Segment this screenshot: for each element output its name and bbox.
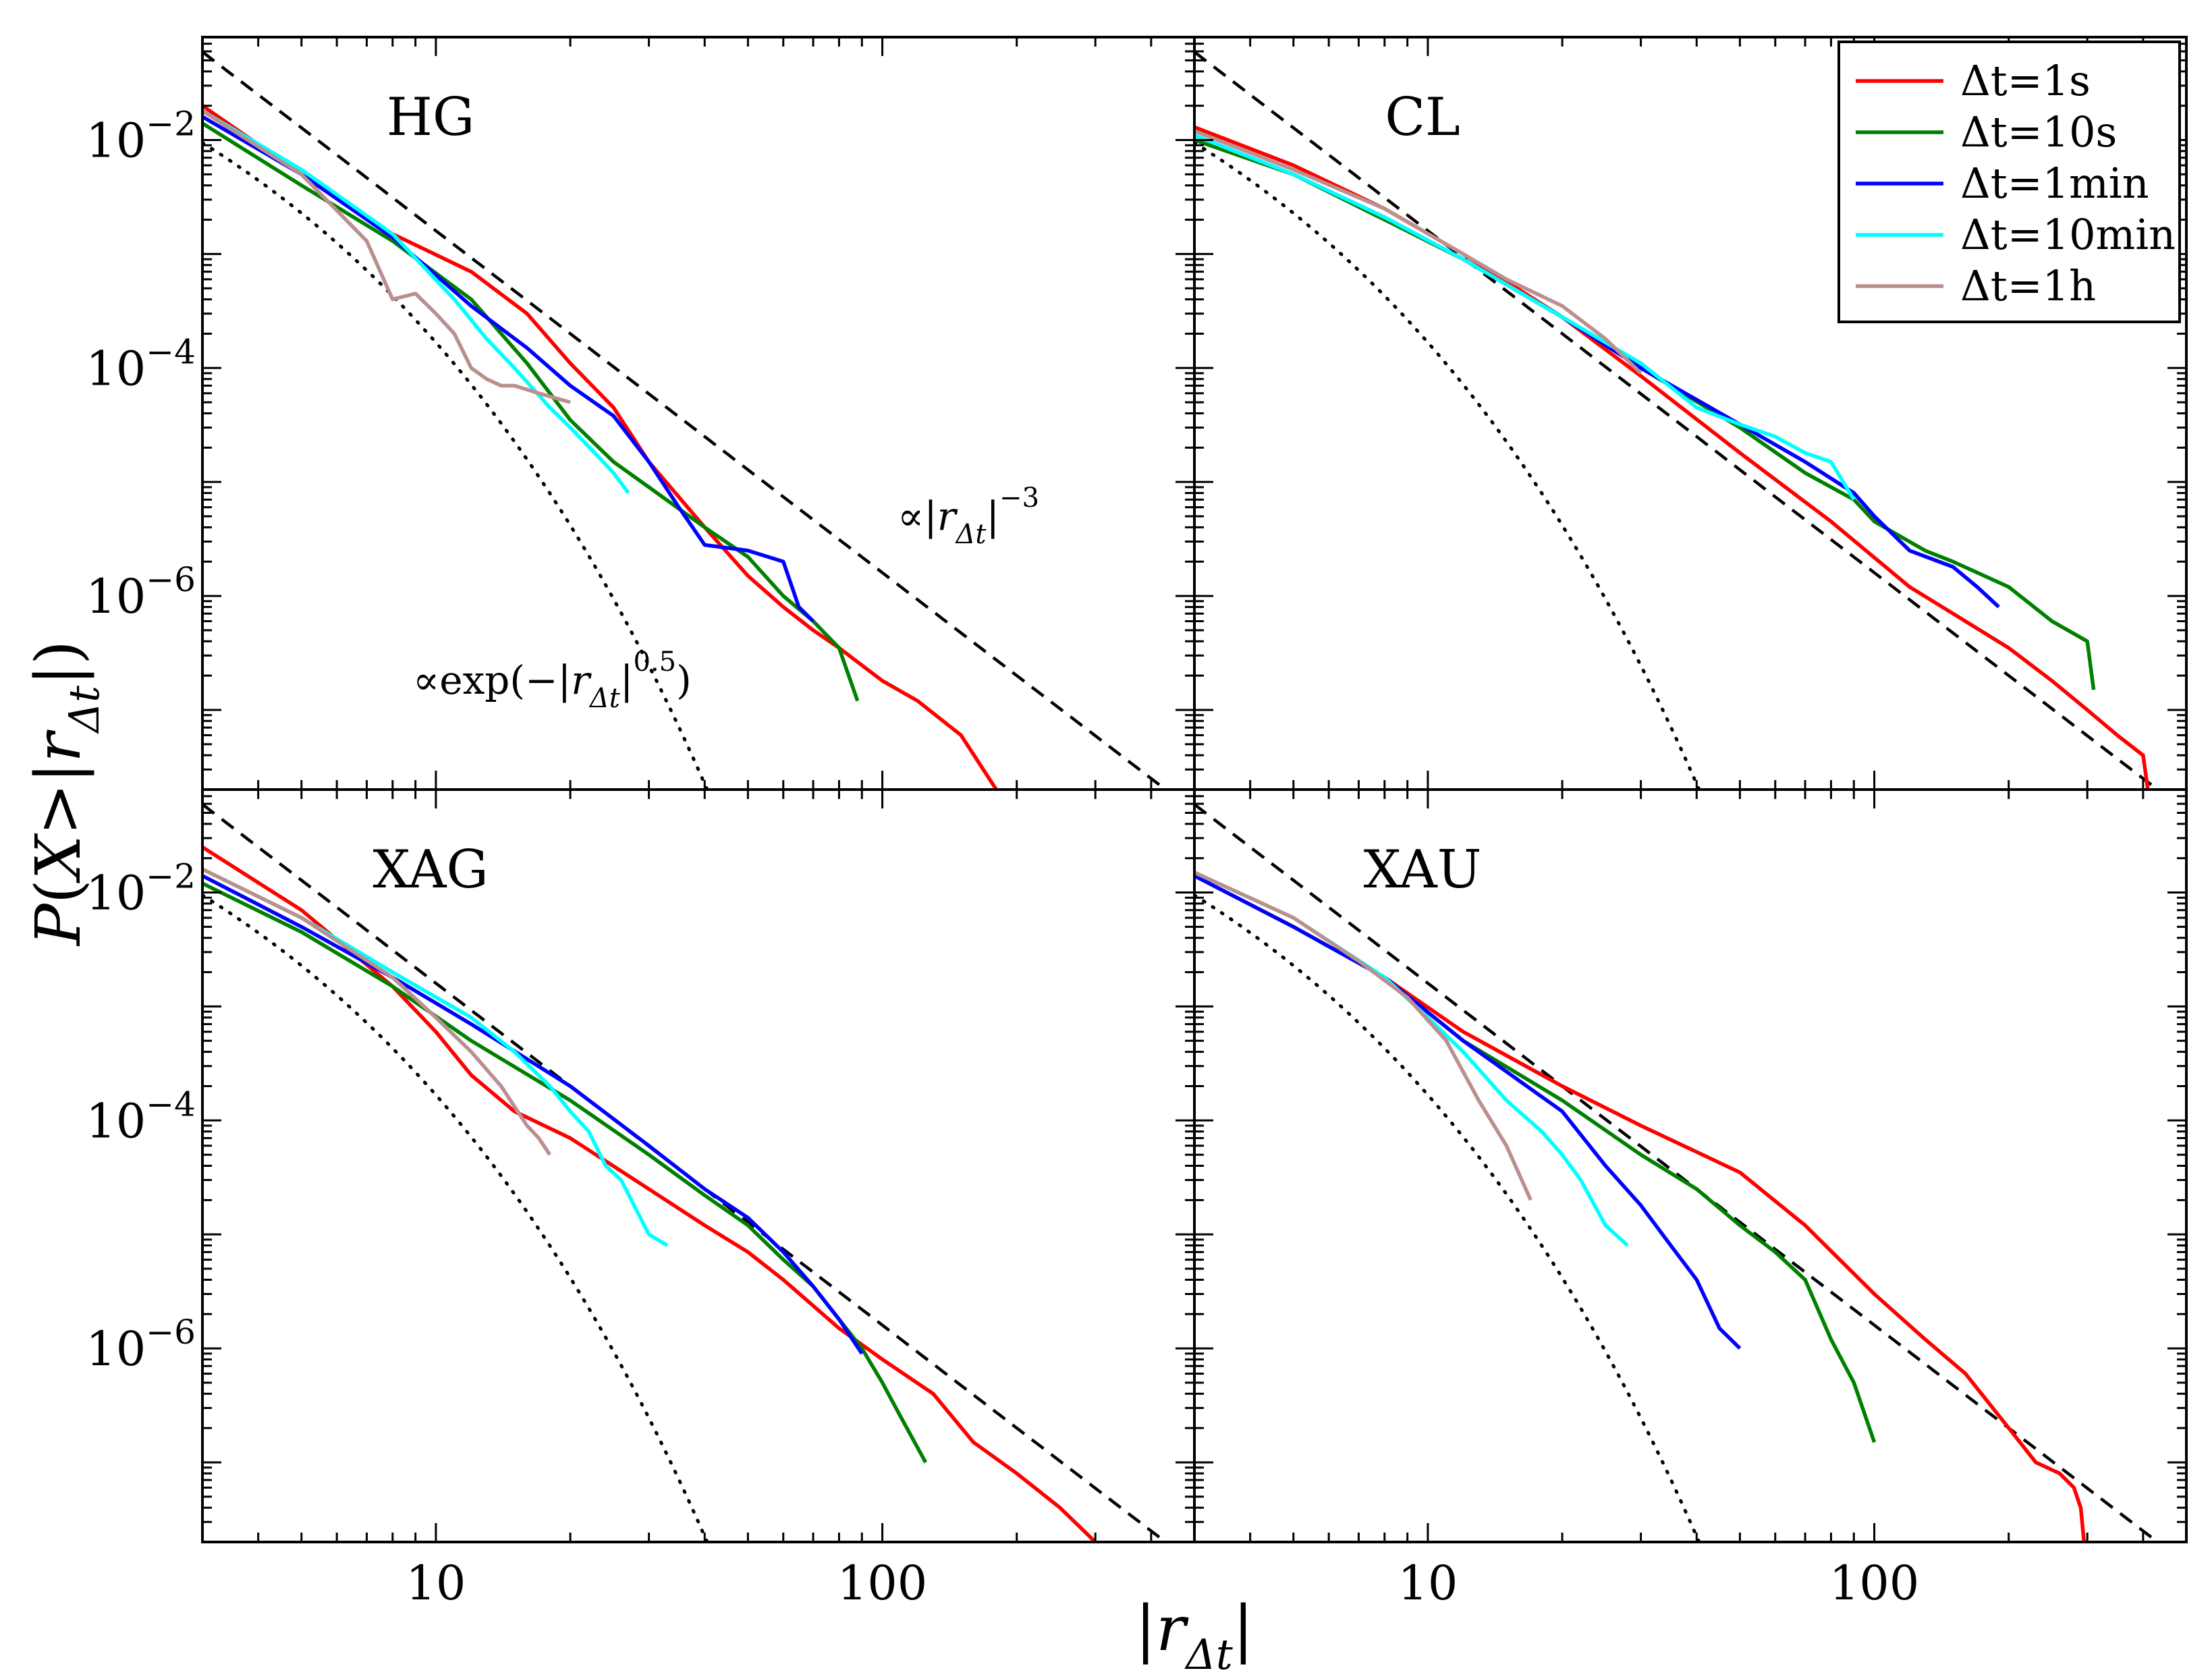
stretched-exp-line	[202, 893, 709, 1542]
stretched-exp-annotation: ∝exp(−|rΔt|0.5)	[413, 646, 692, 714]
panel-title: HG	[387, 87, 474, 148]
stretched-exp-line	[202, 141, 709, 790]
power-law-annotation: ∝|rΔt|−3	[897, 483, 1039, 550]
series-line-1min	[202, 874, 864, 1355]
y-tick-label: 10−2	[86, 857, 196, 921]
series-line-1min	[202, 115, 815, 623]
series-line-1s	[1194, 874, 2086, 1542]
panel-hg: HG 10−2 10−4 10−6 ∝|rΔt|−3 ∝exp(−|rΔt|0.5)	[86, 36, 1196, 791]
legend-label: Δt=1h	[1960, 261, 2096, 310]
power-law-line	[202, 803, 1168, 1542]
series-line-10min	[1194, 133, 1856, 501]
series-group	[1194, 125, 2150, 790]
ticks	[1193, 788, 2188, 1543]
legend-label: Δt=10s	[1960, 107, 2117, 157]
series-line-1h	[202, 867, 552, 1156]
series-line-1h	[1194, 129, 1642, 375]
series-group	[1194, 871, 2086, 1542]
series-line-10min	[202, 109, 630, 495]
y-tick-label: 10−2	[86, 105, 196, 169]
series-line-10s	[202, 121, 860, 702]
axis-labels: |rΔt| P(X>|rΔt|)	[22, 640, 1254, 1679]
panel-xau: XAU 10 100	[1193, 788, 2188, 1611]
legend-label: Δt=1min	[1960, 159, 2149, 208]
ticks	[201, 788, 1196, 1543]
x-tick-label: 10	[406, 1556, 466, 1611]
power-law-line	[1194, 803, 2160, 1542]
reference-lines	[1194, 51, 2160, 790]
y-tick-label: 10−6	[86, 1313, 196, 1377]
panel-frame	[201, 788, 1196, 1543]
power-law-line	[1194, 51, 2160, 790]
x-tick-label: 100	[1829, 1556, 1920, 1611]
y-tick-label: 10−4	[86, 1084, 196, 1149]
panels: HG 10−2 10−4 10−6 ∝|rΔt|−3 ∝exp(−|rΔt|0.5) CL X…	[86, 36, 2188, 1611]
panel-title: CL	[1385, 87, 1460, 148]
panel-title: XAG	[372, 839, 488, 900]
x-tick-label: 10	[1398, 1556, 1458, 1611]
panel-frame	[201, 36, 1196, 791]
reference-lines	[202, 803, 1168, 1542]
power-law-line	[202, 51, 1168, 790]
series-line-10s	[1194, 874, 1877, 1443]
legend-label: Δt=10min	[1960, 210, 2176, 259]
series-group	[202, 845, 1097, 1542]
series-line-1h	[202, 109, 571, 404]
stretched-exp-line	[1194, 893, 1701, 1542]
x-tick-label: 100	[837, 1556, 928, 1611]
y-tick-label: 10−4	[86, 332, 196, 396]
series-group	[202, 104, 998, 790]
y-axis-label: P(X>|rΔt|)	[22, 640, 109, 947]
panel-title: XAU	[1364, 839, 1482, 900]
x-axis-label: |rΔt|	[1135, 1593, 1254, 1679]
series-line-10min	[202, 867, 669, 1247]
series-line-10min	[1194, 871, 1629, 1247]
y-tick-label: 10−6	[86, 560, 196, 624]
panel-frame	[1193, 788, 2188, 1543]
series-line-10s	[202, 881, 928, 1464]
panel-cl: CL	[1193, 36, 2188, 791]
series-line-1h	[1194, 871, 1532, 1201]
reference-lines	[202, 51, 1168, 790]
stretched-exp-line	[1194, 141, 1701, 790]
legend-label: Δt=1s	[1960, 56, 2091, 105]
reference-lines	[1194, 803, 2160, 1542]
panel-xag: XAG 10−2 10−4 10−6 10 100	[86, 788, 1196, 1611]
series-line-1min	[1194, 874, 1742, 1350]
series-line-1s	[202, 845, 1097, 1542]
ticks	[201, 36, 1196, 791]
